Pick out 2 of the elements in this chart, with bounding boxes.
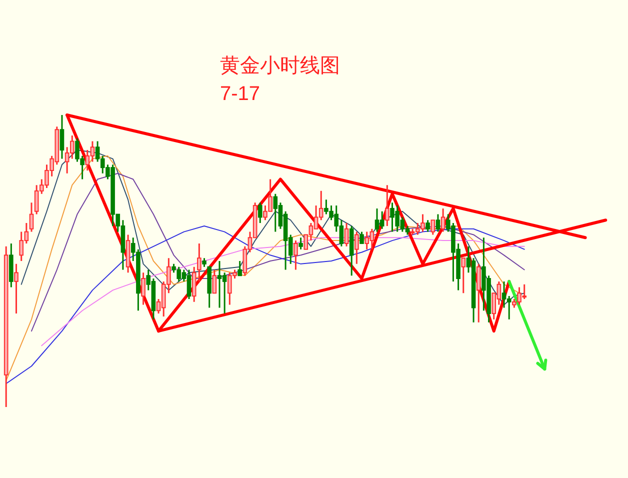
chart-title: 黄金小时线图: [220, 53, 340, 77]
chart-subtitle: 7-17: [220, 83, 260, 105]
